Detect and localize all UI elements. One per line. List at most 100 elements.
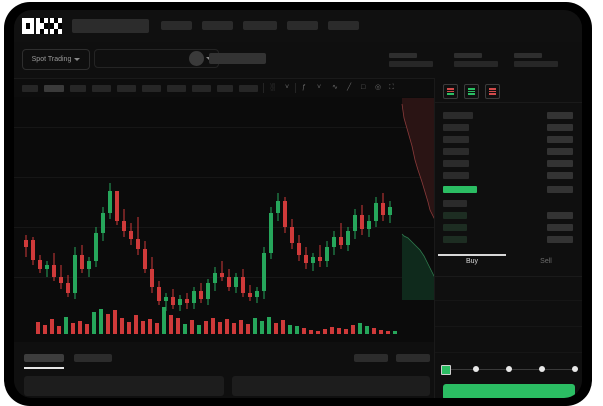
volume-bar-6 (78, 321, 82, 334)
bottom-action-2[interactable] (396, 354, 430, 362)
tab-buy[interactable]: Buy (465, 258, 479, 265)
interval-more[interactable] (239, 85, 258, 92)
slider-handle[interactable] (441, 365, 451, 375)
candle-33 (255, 97, 259, 342)
price-field[interactable] (435, 326, 582, 327)
orderbook-ask-qty-2[interactable] (547, 136, 573, 143)
okx-logo[interactable] (22, 18, 62, 34)
candle-body (199, 291, 203, 299)
divider (435, 276, 582, 277)
volume-bar-39 (309, 330, 313, 334)
volume-bar-3 (57, 326, 61, 334)
bottom-action-1[interactable] (354, 354, 388, 362)
orderbook-spread-qty[interactable] (547, 186, 573, 193)
orderbook-ask-price-2[interactable] (443, 136, 469, 143)
slider-stop-50[interactable] (506, 366, 512, 372)
bottom-tab-open-orders[interactable] (24, 354, 64, 362)
volume-bar-26 (218, 322, 222, 334)
candle-body (59, 277, 63, 283)
orderbook-ask-price-3[interactable] (443, 148, 469, 155)
orderbook-bid-qty-2[interactable] (547, 224, 573, 231)
stat-label (514, 53, 542, 58)
candle-49 (367, 97, 371, 342)
search-input[interactable] (72, 19, 149, 33)
volume-bar-46 (358, 323, 362, 334)
orderbook-ask-qty-4[interactable] (547, 160, 573, 167)
camera-snapshot-icon[interactable]: □ (361, 84, 366, 91)
orderbook-ask-price-5[interactable] (443, 172, 469, 179)
nav-item-5[interactable] (328, 21, 359, 30)
orderbook-ask-price-1[interactable] (443, 124, 469, 131)
pencil-draw-icon[interactable]: ╱ (347, 84, 352, 91)
nav-item-4[interactable] (287, 21, 318, 30)
orderbook-ask-price-0[interactable] (443, 112, 473, 119)
tab-sell[interactable]: Sell (540, 258, 552, 265)
candle-22 (178, 97, 182, 342)
chevron-down-icon-2[interactable]: ˅ (317, 84, 322, 91)
volume-bar-40 (316, 331, 320, 334)
orderbook-ask-qty-0[interactable] (547, 112, 573, 119)
interval-4h[interactable] (142, 85, 161, 92)
candle-body (276, 201, 280, 213)
slider-stop-25[interactable] (473, 366, 479, 372)
settings-gear-icon[interactable]: ◎ (375, 84, 382, 91)
candle-17 (143, 97, 147, 342)
orderbook-bid-qty-1[interactable] (547, 212, 573, 219)
orderbook-bid-qty-3[interactable] (547, 236, 573, 243)
orderbook-spread-price[interactable] (443, 186, 477, 193)
interval-15m[interactable] (70, 85, 86, 92)
interval-1mo[interactable] (217, 85, 233, 92)
nav-item-1[interactable] (161, 21, 192, 30)
orderbook-bid-price-0[interactable] (443, 200, 467, 207)
chevron-down-icon-1[interactable]: ˅ (285, 84, 290, 91)
orderbook-bid-price-2[interactable] (443, 224, 467, 231)
orderbook-ask-qty-3[interactable] (547, 148, 573, 155)
candle-body (367, 221, 371, 229)
toolbar-separator (263, 83, 264, 93)
interval-1h[interactable] (117, 85, 136, 92)
candle-16 (136, 97, 140, 342)
line-wave-icon[interactable]: ∿ (332, 84, 338, 91)
volume-bar-47 (365, 326, 369, 334)
slider-stop-100[interactable] (572, 366, 578, 372)
candle-body (185, 299, 189, 303)
orderbook-bid-price-3[interactable] (443, 236, 467, 243)
orderbook-ask-qty-5[interactable] (547, 172, 573, 179)
candle-26 (206, 97, 210, 342)
interval-5m[interactable] (44, 85, 64, 92)
price-chart[interactable] (14, 97, 434, 342)
order-type-field[interactable] (435, 300, 582, 301)
volume-bar-29 (239, 320, 243, 334)
candle-body (213, 273, 217, 283)
orderbook-bid-price-1[interactable] (443, 212, 467, 219)
volume-bar-30 (246, 324, 250, 334)
volume-bar-9 (99, 309, 103, 334)
buy-submit-button[interactable] (443, 384, 575, 398)
nav-item-3[interactable] (243, 21, 277, 30)
nav-item-2[interactable] (202, 21, 233, 30)
candle-7 (73, 97, 77, 342)
candle-body (388, 207, 392, 215)
interval-1w[interactable] (192, 85, 211, 92)
orderbook-view-bids-icon[interactable] (464, 84, 479, 99)
bottom-tab-order-history[interactable] (74, 354, 112, 362)
interval-1d[interactable] (167, 85, 186, 92)
orderbook-view-both-icon[interactable] (443, 84, 458, 99)
candle-body (332, 237, 336, 247)
fullscreen-icon[interactable]: ⛶ (389, 84, 394, 91)
interval-1m[interactable] (22, 85, 38, 92)
orderbook-ask-price-4[interactable] (443, 160, 469, 167)
orderbook-ask-qty-1[interactable] (547, 124, 573, 131)
market-mode-dropdown[interactable]: Spot Trading (22, 49, 90, 70)
volume-bar-17 (155, 323, 159, 334)
candle-29 (227, 97, 231, 342)
volume-bar-48 (372, 328, 376, 334)
slider-stop-75[interactable] (539, 366, 545, 372)
candle-wick (137, 217, 139, 255)
orderbook-view-asks-icon[interactable] (485, 84, 500, 99)
amount-field[interactable] (435, 352, 582, 353)
indicators-icon[interactable]: ƒ (302, 84, 306, 91)
interval-30m[interactable] (92, 85, 111, 92)
candle-type-icon[interactable]: ░ (270, 84, 275, 91)
